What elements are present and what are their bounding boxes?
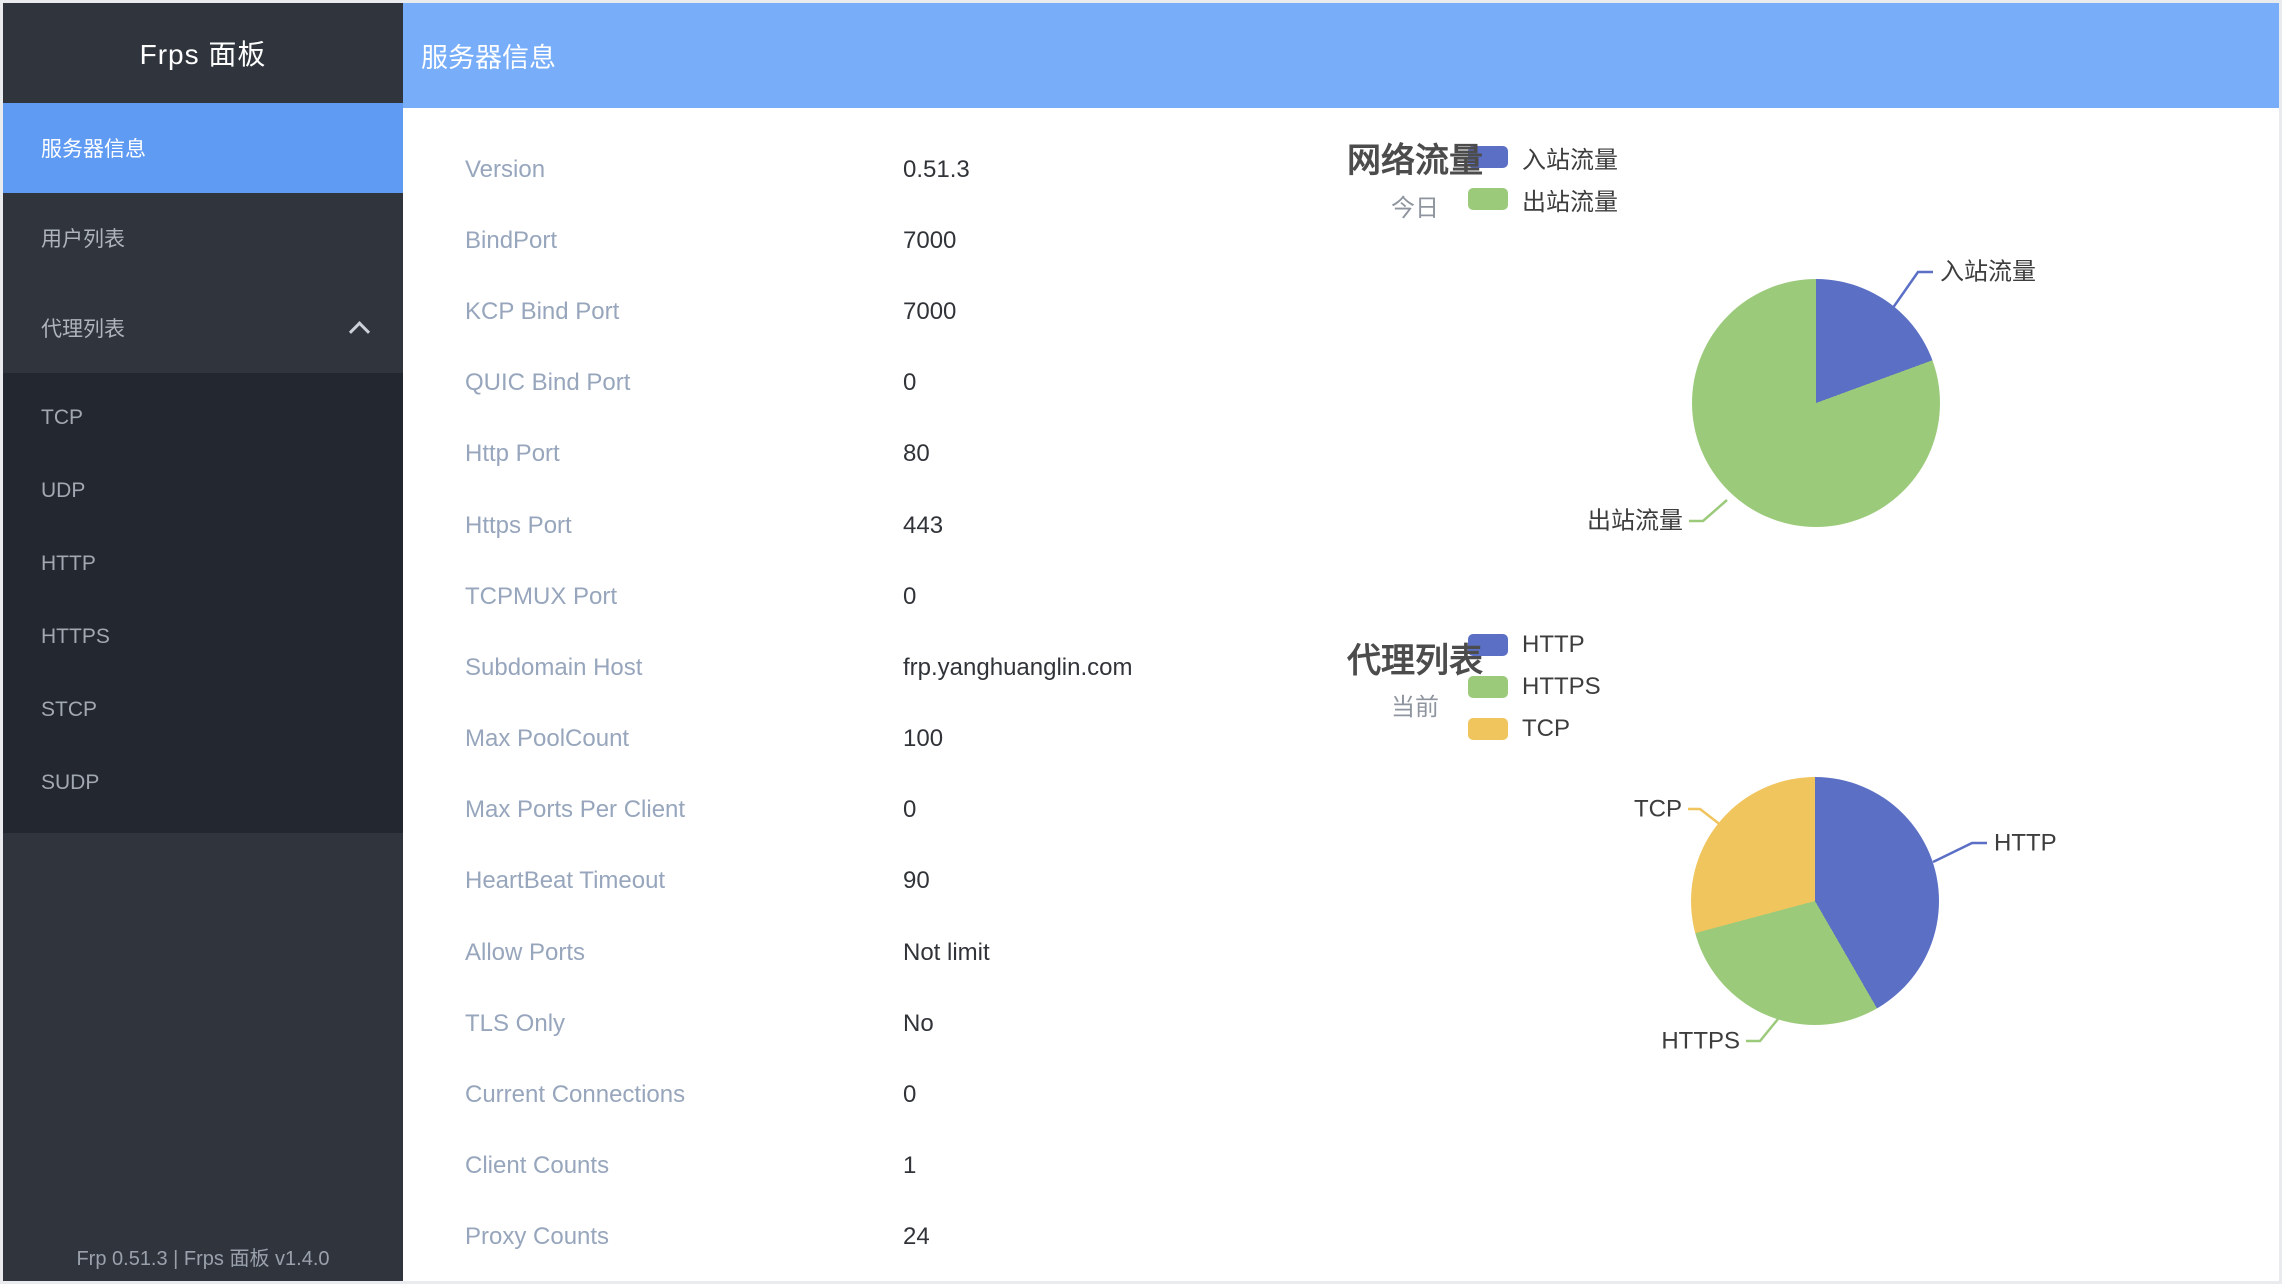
proxy-legend: HTTP HTTPS TCP bbox=[1468, 631, 1601, 760]
version-footer: Frp 0.51.3 | Frps 面板 v1.4.0 bbox=[76, 1248, 330, 1270]
inbound-swatch bbox=[1468, 146, 1508, 168]
server-info-value: Not limit bbox=[903, 938, 990, 966]
sidebar: Frps 面板 服务器信息 用户列表 代理列表 TCP UDP HTTP HTT… bbox=[3, 3, 403, 1281]
server-info-value: 1 bbox=[903, 1152, 917, 1180]
traffic-legend: 入站流量 出站流量 bbox=[1468, 146, 1618, 230]
server-info-row: Proxy Counts 24 bbox=[465, 1202, 1445, 1273]
server-info-row: HeartBeat Timeout 90 bbox=[465, 846, 1445, 917]
traffic-pie-chart[interactable] bbox=[1692, 279, 1940, 527]
proxy-pie-chart[interactable] bbox=[1691, 777, 1939, 1025]
server-info-value: 7000 bbox=[903, 226, 957, 254]
server-info-label: Subdomain Host bbox=[465, 653, 643, 681]
frps-dashboard: Frps 面板 服务器信息 用户列表 代理列表 TCP UDP HTTP HTT… bbox=[3, 3, 2279, 1281]
outbound-swatch bbox=[1468, 188, 1508, 210]
app-title: Frps 面板 bbox=[139, 39, 267, 70]
server-info-row: KCP Bind Port 7000 bbox=[465, 276, 1445, 347]
server-info-label: Client Counts bbox=[465, 1152, 610, 1180]
sidebar-item-user-list[interactable]: 用户列表 bbox=[3, 193, 403, 283]
sidebar-item-http[interactable]: HTTP bbox=[41, 551, 96, 575]
server-info-label: Current Connections bbox=[465, 1081, 686, 1109]
http-swatch bbox=[1468, 634, 1508, 656]
sidebar-item-sudp[interactable]: SUDP bbox=[41, 770, 100, 794]
server-info-value: 80 bbox=[903, 440, 930, 468]
traffic-chart-subtitle: 今日 bbox=[1391, 195, 1439, 222]
page-title: 服务器信息 bbox=[421, 43, 556, 73]
content-area bbox=[403, 108, 2279, 1281]
legend-label: HTTPS bbox=[1522, 673, 1601, 700]
sidebar-item-https[interactable]: HTTPS bbox=[41, 624, 110, 648]
server-info-row: Current Connections 0 bbox=[465, 1059, 1445, 1130]
server-info-row: QUIC Bind Port 0 bbox=[465, 348, 1445, 419]
server-info-value: 7000 bbox=[903, 297, 957, 325]
server-info-label: Allow Ports bbox=[465, 938, 586, 966]
sidebar-item-udp[interactable]: UDP bbox=[41, 478, 86, 502]
server-info-value: 0 bbox=[903, 1081, 917, 1109]
legend-label: HTTP bbox=[1522, 631, 1585, 658]
server-info-label: Version bbox=[465, 155, 546, 183]
server-info-label: QUIC Bind Port bbox=[465, 369, 631, 397]
server-info-label: HeartBeat Timeout bbox=[465, 867, 666, 895]
server-info-value: frp.yanghuanglin.com bbox=[903, 653, 1133, 681]
server-info-row: Https Port 443 bbox=[465, 490, 1445, 561]
server-info-label: Max Ports Per Client bbox=[465, 796, 686, 824]
server-info-value: No bbox=[903, 1009, 934, 1037]
server-info-value: 24 bbox=[903, 1223, 930, 1251]
server-info-row: TLS Only No bbox=[465, 988, 1445, 1059]
server-info-value: 0 bbox=[903, 796, 917, 824]
server-info-value: 443 bbox=[903, 511, 944, 539]
server-info-row: Http Port 80 bbox=[465, 419, 1445, 490]
server-info-row: BindPort 7000 bbox=[465, 205, 1445, 276]
server-info-label: Max PoolCount bbox=[465, 725, 630, 753]
server-info-label: KCP Bind Port bbox=[465, 297, 620, 325]
https-swatch bbox=[1468, 676, 1508, 698]
traffic-chart-title: 网络流量 bbox=[1347, 142, 1483, 180]
chevron-up-icon[interactable] bbox=[348, 321, 371, 343]
legend-label: TCP bbox=[1522, 715, 1570, 742]
server-info-label: TLS Only bbox=[465, 1009, 566, 1037]
server-info-label: BindPort bbox=[465, 226, 558, 254]
legend-label: 出站流量 bbox=[1522, 188, 1618, 216]
server-info-label: Https Port bbox=[465, 511, 572, 539]
server-info-label: TCPMUX Port bbox=[465, 582, 618, 610]
legend-item-inbound[interactable]: 入站流量 bbox=[1468, 146, 1618, 174]
proxy-chart-title: 代理列表 bbox=[1347, 642, 1483, 680]
server-info-row: Max Ports Per Client 0 bbox=[465, 775, 1445, 846]
server-info-row: Version 0.51.3 bbox=[465, 134, 1445, 205]
server-info-label: Proxy Counts bbox=[465, 1223, 610, 1251]
legend-item-http[interactable]: HTTP bbox=[1468, 631, 1601, 658]
sidebar-item-tcp[interactable]: TCP bbox=[41, 405, 83, 429]
legend-item-outbound[interactable]: 出站流量 bbox=[1468, 188, 1618, 216]
proxy-submenu: TCP UDP HTTP HTTPS STCP SUDP bbox=[3, 373, 403, 833]
sidebar-item-proxy-list[interactable]: 代理列表 bbox=[3, 283, 403, 373]
server-info-list: Version 0.51.3 BindPort 7000 KCP Bind Port 70… bbox=[465, 134, 1445, 1273]
server-info-row: TCPMUX Port 0 bbox=[465, 561, 1445, 632]
server-info-value: 90 bbox=[903, 867, 930, 895]
server-info-label: Http Port bbox=[465, 440, 560, 468]
server-info-value: 0 bbox=[903, 369, 917, 397]
server-info-row: Client Counts 1 bbox=[465, 1131, 1445, 1202]
tcp-swatch bbox=[1468, 718, 1508, 740]
page-header: 服务器信息 bbox=[403, 3, 2279, 108]
sidebar-item-server-info[interactable]: 服务器信息 bbox=[3, 103, 403, 193]
legend-label: 入站流量 bbox=[1522, 146, 1618, 174]
legend-item-https[interactable]: HTTPS bbox=[1468, 673, 1601, 700]
server-info-value: 100 bbox=[903, 725, 944, 753]
legend-item-tcp[interactable]: TCP bbox=[1468, 715, 1601, 742]
server-info-value: 0.51.3 bbox=[903, 155, 970, 183]
sidebar-item-label: 代理列表 bbox=[41, 318, 125, 341]
server-info-row: Allow Ports Not limit bbox=[465, 917, 1445, 988]
server-info-value: 0 bbox=[903, 582, 917, 610]
proxy-chart-subtitle: 当前 bbox=[1391, 694, 1439, 721]
sidebar-item-label: 服务器信息 bbox=[41, 138, 146, 161]
sidebar-item-stcp[interactable]: STCP bbox=[41, 697, 98, 721]
sidebar-item-label: 用户列表 bbox=[41, 228, 125, 251]
server-info-row: Subdomain Host frp.yanghuanglin.com bbox=[465, 632, 1445, 703]
server-info-row: Max PoolCount 100 bbox=[465, 704, 1445, 775]
